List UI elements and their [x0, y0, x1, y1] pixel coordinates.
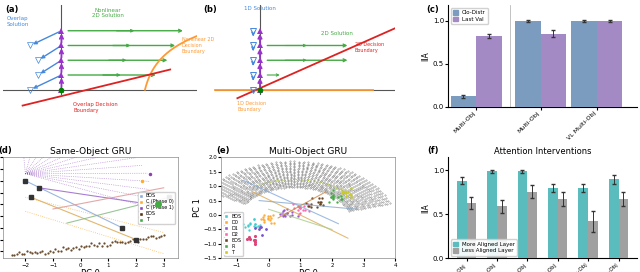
Y-axis label: PC 1: PC 1: [193, 198, 202, 217]
Text: Overlap Decision
Boundary: Overlap Decision Boundary: [73, 102, 118, 113]
Bar: [497, 206, 507, 258]
Bar: [518, 171, 527, 258]
X-axis label: PC 0: PC 0: [299, 269, 317, 272]
Text: Overlap
Solution: Overlap Solution: [7, 16, 29, 27]
Bar: [609, 179, 618, 258]
Bar: [596, 21, 622, 107]
Text: (b): (b): [204, 5, 217, 14]
Bar: [548, 188, 557, 258]
Text: (d): (d): [0, 146, 12, 155]
Legend: BOS, C (Phase 0), C (Phase 1), EOS, T: BOS, C (Phase 0), C (Phase 1), EOS, T: [138, 192, 175, 224]
Bar: [588, 221, 598, 258]
Text: (a): (a): [5, 5, 19, 14]
Title: Attention Interventions: Attention Interventions: [494, 147, 591, 156]
Legend: BOS, D0, D1, D2, EOS, R, T: BOS, D0, D1, D2, EOS, R, T: [223, 212, 243, 256]
Bar: [476, 36, 502, 107]
Bar: [457, 181, 467, 258]
Bar: [487, 171, 497, 258]
Text: 2D Solution: 2D Solution: [321, 31, 353, 36]
Legend: More Aligned Layer, Less Aligned Layer: More Aligned Layer, Less Aligned Layer: [451, 239, 517, 256]
Text: Nonlinear
2D Solution: Nonlinear 2D Solution: [92, 8, 124, 18]
Text: 1D Decision
Boundary: 1D Decision Boundary: [237, 101, 266, 112]
Text: 2D Decision
Boundary: 2D Decision Boundary: [355, 42, 384, 53]
Text: (c): (c): [426, 5, 439, 14]
Bar: [515, 21, 541, 107]
Text: (f): (f): [428, 146, 439, 155]
Bar: [618, 199, 628, 258]
Bar: [557, 199, 568, 258]
Text: 1D Solution: 1D Solution: [244, 7, 276, 11]
Y-axis label: IIA: IIA: [421, 203, 430, 213]
Y-axis label: IIA: IIA: [421, 51, 430, 61]
Title: Same-Object GRU: Same-Object GRU: [50, 147, 131, 156]
Title: Multi-Object GRU: Multi-Object GRU: [269, 147, 348, 156]
Legend: Clo-Distr, Last Val: Clo-Distr, Last Val: [451, 8, 488, 24]
Bar: [541, 34, 566, 107]
Bar: [571, 21, 596, 107]
Text: Nonlinear 2D
Decision
Boundary: Nonlinear 2D Decision Boundary: [182, 37, 214, 54]
Bar: [527, 191, 537, 258]
Bar: [579, 188, 588, 258]
X-axis label: PC 0: PC 0: [81, 269, 100, 272]
Text: (e): (e): [216, 146, 229, 155]
Bar: [467, 203, 476, 258]
Bar: [451, 96, 476, 107]
